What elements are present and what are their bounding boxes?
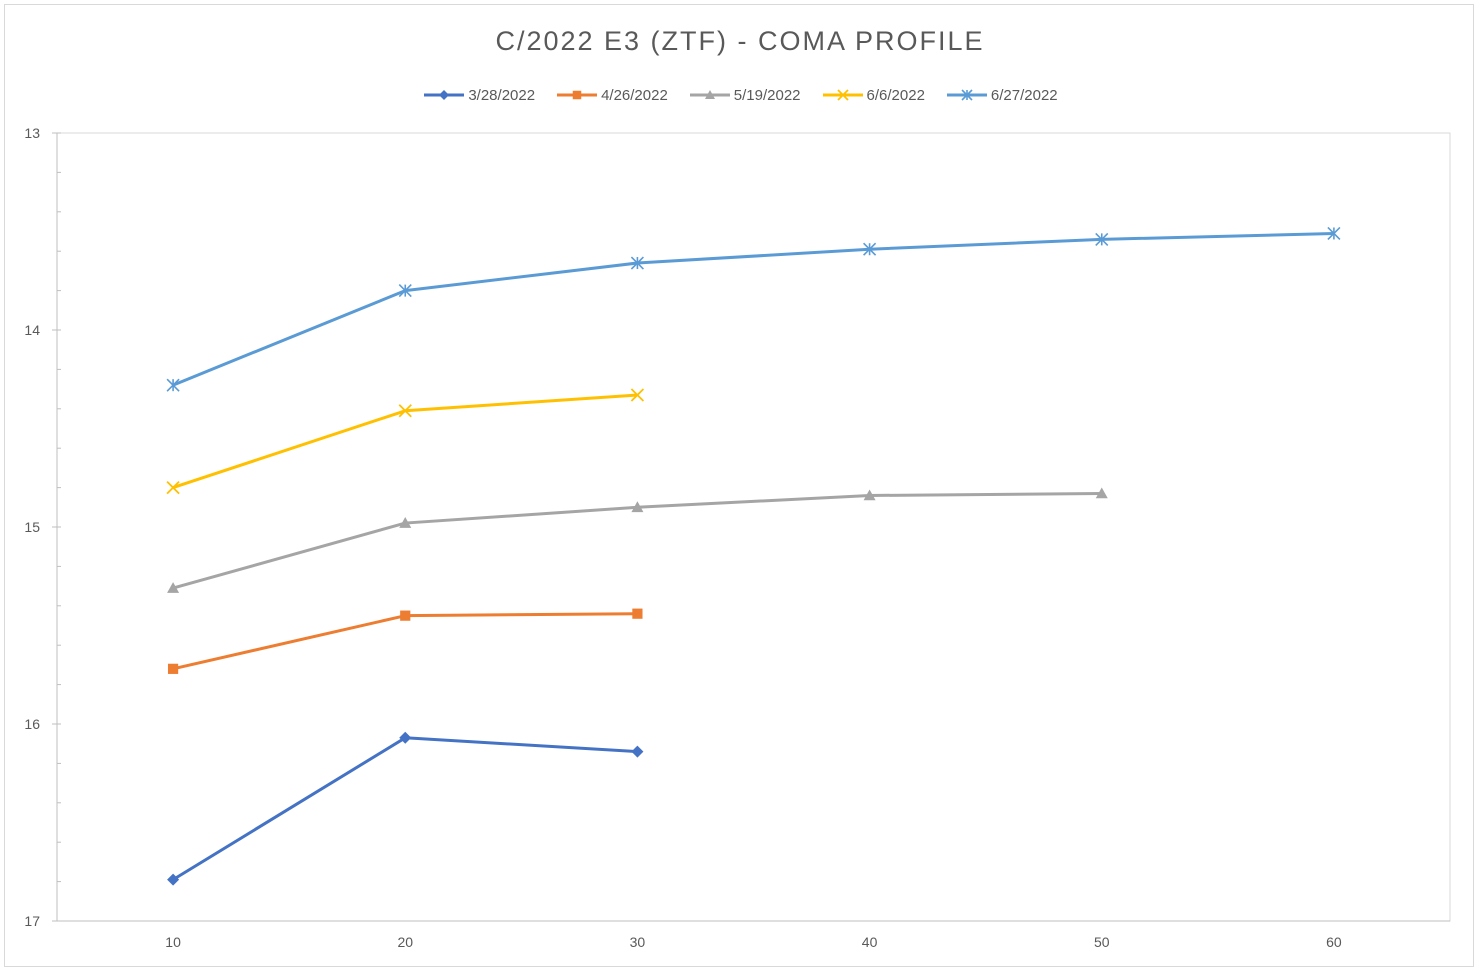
data-point: [863, 242, 877, 256]
legend-label: 4/26/2022: [601, 86, 668, 104]
x-tick-label: 50: [1094, 934, 1110, 950]
x-tick-label: 20: [397, 934, 413, 950]
data-point: [166, 378, 180, 392]
x-tick-label: 40: [862, 934, 878, 950]
series-1: [167, 731, 644, 886]
legend-swatch: [557, 90, 598, 100]
data-point: [166, 480, 180, 495]
legend-swatch: [424, 90, 465, 100]
legend-marker: [836, 89, 849, 101]
series-4: [166, 388, 645, 495]
legend-swatch: [946, 89, 987, 101]
legend-item: 4/26/2022: [555, 87, 668, 104]
series-line: [172, 393, 638, 490]
data-point: [632, 608, 643, 619]
legend-item: 6/6/2022: [821, 87, 925, 104]
data-point: [399, 517, 412, 528]
series-5: [166, 226, 1341, 392]
data-point: [630, 256, 644, 270]
data-point: [631, 745, 644, 758]
data-point: [400, 610, 411, 621]
chart-title: C/2022 E3 (ZTF) - COMA PROFILE: [495, 26, 985, 56]
x-tick-label: 30: [630, 934, 646, 950]
series-line: [172, 231, 1334, 387]
legend-swatch: [689, 90, 730, 99]
legend-label: 3/28/2022: [468, 86, 536, 104]
data-point: [398, 284, 412, 298]
legend-item: 3/28/2022: [422, 87, 535, 104]
data-point: [167, 663, 179, 674]
y-tick-label: 13: [24, 125, 40, 141]
y-tick-label: 14: [24, 322, 40, 338]
y-tick-label: 17: [24, 913, 40, 929]
legend-label: 6/27/2022: [990, 86, 1058, 104]
data-point: [167, 582, 180, 593]
legend-marker: [961, 89, 973, 101]
legend-marker: [572, 90, 582, 100]
data-point: [630, 388, 645, 402]
series-line: [172, 736, 638, 881]
series-3: [167, 487, 1108, 593]
legend-item: 5/19/2022: [688, 87, 801, 104]
x-tick-label: 60: [1326, 934, 1342, 950]
data-point: [863, 489, 876, 501]
data-point: [1095, 487, 1108, 499]
y-tick-label: 15: [24, 519, 40, 535]
series-2: [167, 608, 643, 674]
chart-area: [4, 4, 1474, 967]
plot-border: [56, 132, 1451, 922]
series-line: [172, 612, 638, 671]
legend-label: 5/19/2022: [733, 86, 801, 104]
legend-marker: [704, 90, 715, 99]
legend-swatch: [822, 89, 863, 101]
data-point: [398, 404, 412, 418]
data-point: [1095, 232, 1109, 246]
chart-legend: 3/28/2022 4/26/2022 5/19/2022 6/6/2022 6/27/…: [0, 84, 1480, 106]
data-point: [1327, 226, 1341, 241]
data-point: [631, 501, 644, 513]
legend-marker: [439, 90, 450, 100]
legend-label: 6/6/2022: [866, 86, 925, 104]
x-tick-label: 10: [165, 934, 181, 950]
data-point: [167, 873, 180, 886]
y-tick-label: 16: [24, 716, 40, 732]
data-point: [399, 731, 412, 744]
legend-item: 6/27/2022: [945, 87, 1058, 104]
